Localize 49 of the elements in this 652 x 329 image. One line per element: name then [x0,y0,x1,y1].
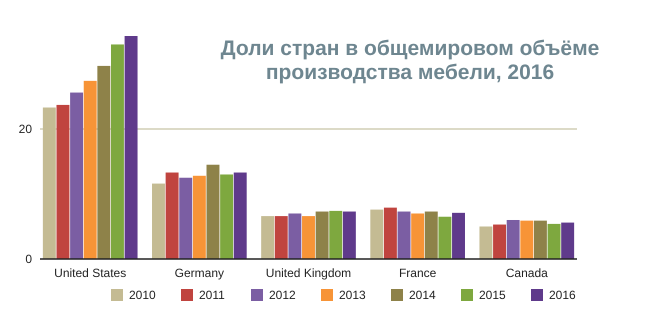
legend-label: 2016 [549,288,576,302]
bar [479,226,492,259]
bar [124,36,138,259]
bar [220,174,234,259]
bar [110,44,124,259]
bar [548,224,561,259]
legend-label: 2010 [129,288,156,302]
x-tick-label: France [398,266,437,280]
bar [84,80,97,259]
x-tick-label: Germany [174,266,224,280]
x-tick-label: Canada [506,266,548,280]
y-tick-label: 0 [25,252,32,266]
bar [288,213,302,259]
bar [316,212,329,259]
bar [398,212,410,259]
bar [274,216,288,259]
bar [342,212,356,259]
bar [452,212,465,259]
bar [234,172,247,259]
bar [438,216,452,259]
legend-label: 2011 [199,288,226,302]
bar [97,66,110,259]
bar [56,104,70,259]
legend-label: 2013 [339,288,366,302]
bar [206,164,220,259]
bar [561,222,574,259]
x-tick-label: United States [54,266,126,280]
bar [152,184,165,259]
bar [493,224,506,259]
bar [520,220,534,259]
text: Доли стран в общемировом объёме производства мебели, 2016 [220,37,600,84]
legend-label: 2012 [269,288,296,302]
legend-label: 2015 [479,288,506,302]
bar [329,210,342,259]
bar [384,208,397,259]
bar [506,220,520,259]
y-tick-label: 20 [18,122,32,136]
bar [424,212,438,259]
legend-label: 2014 [409,288,436,302]
bar [534,220,547,259]
x-tick-label: United Kingdom [266,266,352,280]
bar [166,172,179,259]
bar [70,92,84,259]
bar [192,176,206,259]
bar [302,216,315,259]
bar [179,178,192,259]
bar [370,210,384,259]
bar [411,213,424,259]
bar [261,216,274,259]
